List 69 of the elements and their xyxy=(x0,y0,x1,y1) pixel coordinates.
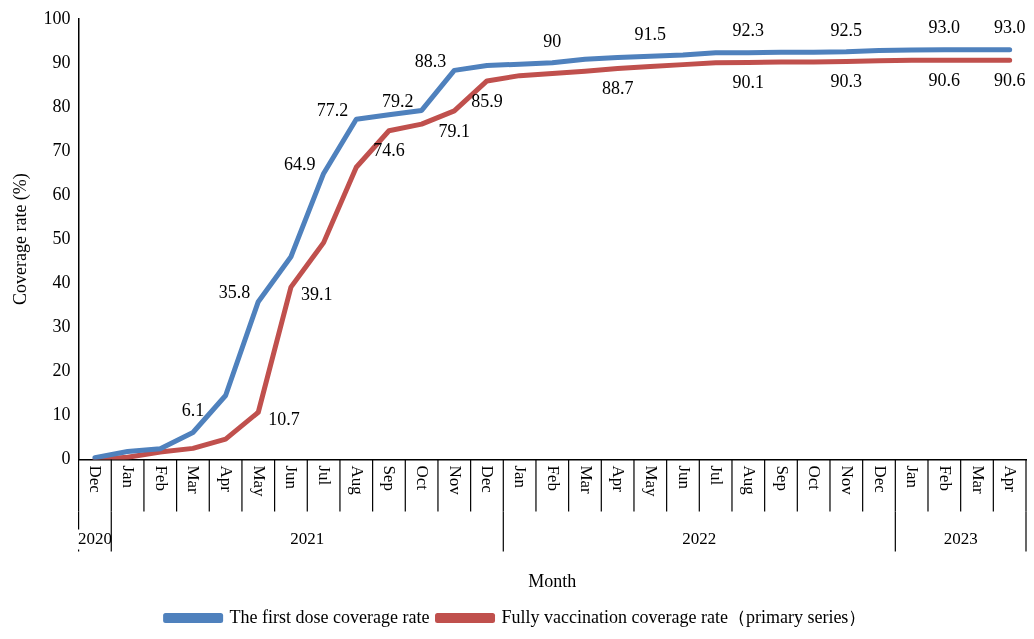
x-tick-label: Nov xyxy=(445,465,465,496)
y-tick-label: 30 xyxy=(52,315,71,336)
x-tick-label: Aug xyxy=(347,465,367,496)
x-tick-label: Mar xyxy=(968,465,988,495)
data-label: 88.3 xyxy=(414,51,447,72)
data-label: 90 xyxy=(543,30,562,51)
data-label: 90.1 xyxy=(732,72,765,93)
x-tick-label: Jun xyxy=(674,465,694,490)
y-tick-label: 40 xyxy=(52,271,71,292)
y-axis-title: Coverage rate (%) xyxy=(9,173,31,306)
x-tick-label: Dec xyxy=(870,465,890,494)
x-tick-label: Jul xyxy=(707,465,727,486)
y-tick-label: 90 xyxy=(52,51,71,72)
x-tick-label: Nov xyxy=(837,465,857,496)
x-tick-label: Jan xyxy=(903,465,923,489)
x-tick-label: Apr xyxy=(609,465,629,493)
x-tick-label: Dec xyxy=(478,465,498,494)
data-label: 10.7 xyxy=(268,408,300,429)
data-label: 79.1 xyxy=(438,120,471,141)
data-label: 39.1 xyxy=(300,283,333,304)
x-tick-label: Sep xyxy=(772,465,792,491)
text: 2021 xyxy=(290,528,325,548)
data-label: 92.5 xyxy=(830,19,863,40)
y-tick-label: 100 xyxy=(43,7,71,28)
x-tick-label: May xyxy=(641,465,661,498)
x-tick-label: Mar xyxy=(576,465,596,495)
x-tick-label: Sep xyxy=(380,465,400,491)
y-tick-label: 10 xyxy=(52,404,71,425)
data-label: 90.6 xyxy=(928,69,961,90)
x-tick-label: Aug xyxy=(739,465,759,496)
x-tick-label: Jun xyxy=(282,465,302,490)
data-label: 93.0 xyxy=(928,17,961,38)
data-label: 90.3 xyxy=(830,71,863,92)
text: 2022 xyxy=(682,528,717,548)
x-tick-label: Jan xyxy=(511,465,531,489)
legend-label: Fully vaccination coverage rate（primary series） xyxy=(501,606,867,627)
x-tick-label: Jul xyxy=(315,465,335,486)
y-tick-label: 0 xyxy=(61,448,71,469)
x-axis-title: Month xyxy=(528,570,577,591)
x-tick-label: Feb xyxy=(151,465,171,491)
data-label: 91.5 xyxy=(634,23,667,44)
data-label: 35.8 xyxy=(218,282,251,303)
x-tick-label: Apr xyxy=(217,465,237,493)
x-tick-label: Apr xyxy=(1001,465,1021,493)
x-tick-label: Mar xyxy=(184,465,204,495)
x-tick-label: Oct xyxy=(805,465,825,491)
x-tick-label: May xyxy=(249,465,269,498)
data-label: 90.6 xyxy=(993,69,1026,90)
data-label: 79.2 xyxy=(382,91,414,112)
x-tick-label: Jan xyxy=(119,465,139,489)
text: 2023 xyxy=(943,528,978,548)
y-tick-label: 70 xyxy=(52,139,71,160)
y-tick-label: 20 xyxy=(52,360,71,381)
x-tick-label: Feb xyxy=(543,465,563,491)
x-tick-label: Dec xyxy=(86,465,106,494)
y-tick-label: 50 xyxy=(52,227,71,248)
data-label: 93.0 xyxy=(993,17,1026,38)
y-tick-label: 60 xyxy=(52,183,71,204)
legend-label: The first dose coverage rate xyxy=(229,606,430,627)
data-label: 64.9 xyxy=(284,154,316,175)
x-tick-label: Oct xyxy=(413,465,433,491)
data-label: 77.2 xyxy=(316,99,349,120)
data-label: 6.1 xyxy=(181,400,205,421)
data-label: 74.6 xyxy=(373,140,405,161)
data-label: 92.3 xyxy=(732,20,765,41)
x-tick-label: Feb xyxy=(935,465,955,491)
y-tick-label: 80 xyxy=(52,95,71,116)
data-label: 85.9 xyxy=(471,90,503,111)
data-label: 88.7 xyxy=(601,78,634,99)
